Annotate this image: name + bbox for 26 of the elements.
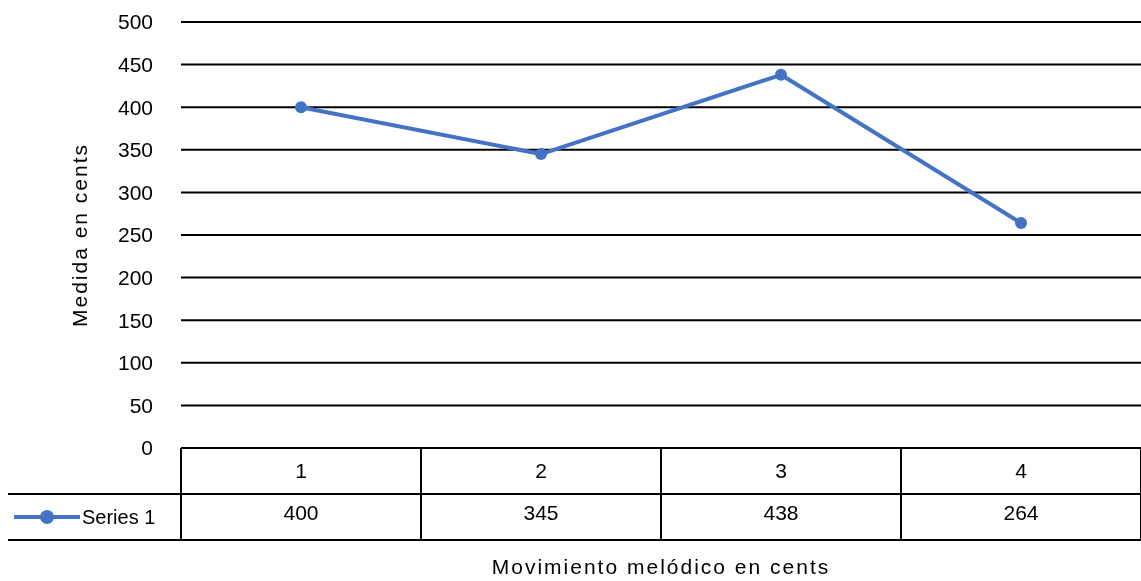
y-tick-label: 350	[117, 138, 153, 162]
y-tick-label: 450	[117, 52, 153, 76]
x-axis-title: Movimiento melódico en cents	[491, 555, 831, 579]
point	[1015, 217, 1027, 230]
data-label: 438	[763, 501, 799, 525]
data-label: 264	[1003, 501, 1039, 525]
data-label: 400	[283, 501, 319, 525]
y-tick-label: 250	[117, 223, 153, 247]
x-tick-label: 3	[775, 459, 787, 483]
legend-label: Series 1	[82, 506, 156, 528]
x-tick-label: 2	[535, 459, 547, 483]
y-tick-label: 400	[117, 95, 153, 119]
point	[295, 101, 307, 114]
x-tick-label: 4	[1015, 459, 1028, 483]
y-tick-label: 0	[141, 436, 153, 460]
y-tick-label: 150	[117, 308, 153, 332]
y-tick-label: 50	[129, 393, 153, 417]
y-tick-label: 100	[117, 351, 153, 375]
point	[535, 148, 547, 161]
y-axis-title: Medida en cents	[68, 142, 92, 328]
point	[775, 68, 787, 81]
y-tick-label: 500	[117, 10, 153, 34]
data-label: 345	[523, 501, 559, 525]
x-tick-label: 1	[295, 459, 307, 483]
y-tick-label: 200	[117, 265, 153, 289]
y-tick-label: 300	[117, 180, 153, 204]
